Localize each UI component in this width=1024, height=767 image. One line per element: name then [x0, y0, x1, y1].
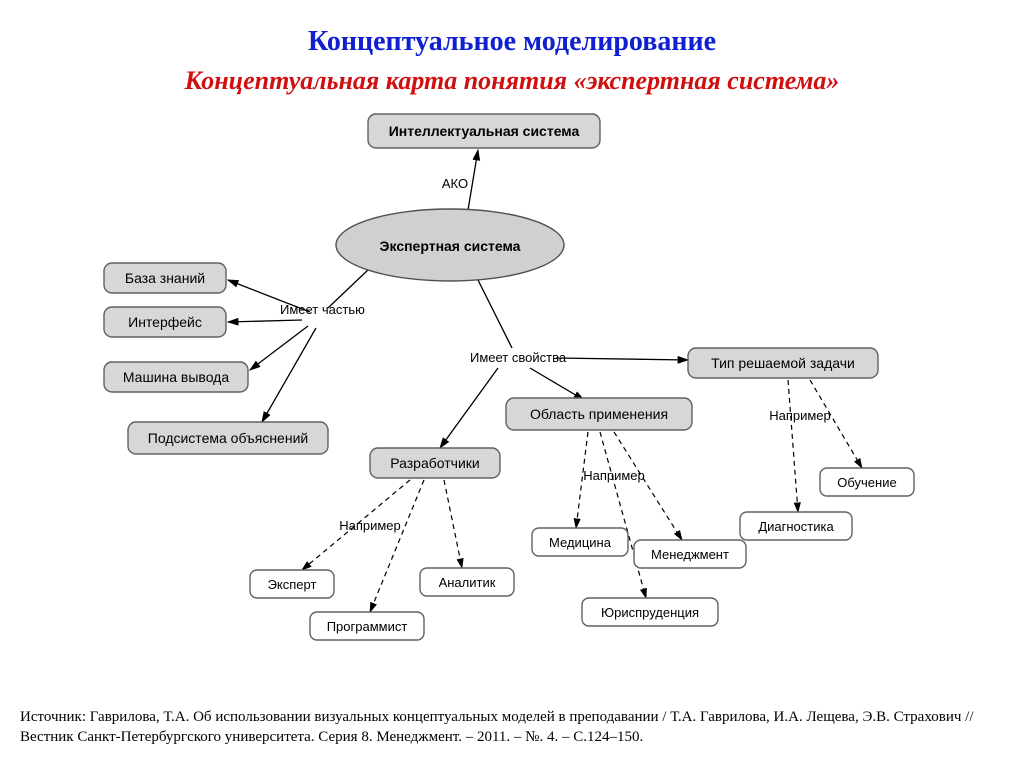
label-eg3: Например [769, 408, 831, 423]
edge-devs-prog [370, 480, 424, 612]
text-train: Обучение [837, 475, 896, 490]
edge-hasprop-task [556, 358, 688, 360]
text-intell: Интеллектуальная система [389, 123, 580, 139]
text-diag: Диагностика [758, 519, 834, 534]
label-hasprop: Имеет свойства [470, 350, 567, 365]
text-law: Юриспруденция [601, 605, 699, 620]
edge-task-diag [788, 380, 798, 512]
edge-haspart-engine [250, 326, 308, 370]
concept-map: АКО Имеет частью Имеет свойства Например… [0, 100, 1024, 700]
edge-hasprop-devs [440, 368, 498, 448]
text-domain: Область применения [530, 406, 668, 422]
text-analyst: Аналитик [439, 575, 496, 590]
edge-task-train [810, 380, 862, 468]
sub-title: Концептуальная карта понятия «экспертная… [0, 66, 1024, 96]
edge-ako [468, 150, 478, 210]
label-haspart: Имеет частью [280, 302, 365, 317]
text-iface: Интерфейс [128, 314, 202, 330]
text-expertp: Эксперт [268, 577, 317, 592]
text-prog: Программист [327, 619, 408, 634]
edge-expert-hasprop [478, 280, 512, 348]
main-title: Концептуальное моделирование [0, 26, 1024, 58]
text-task: Тип решаемой задачи [711, 355, 855, 371]
text-mgmt: Менеджмент [651, 547, 729, 562]
text-engine: Машина вывода [123, 369, 229, 385]
edge-domain-mgmt [614, 432, 682, 540]
edge-haspart-iface [228, 320, 302, 322]
text-med: Медицина [549, 535, 612, 550]
label-ako: АКО [442, 176, 468, 191]
text-expert: Экспертная система [380, 238, 521, 254]
edge-haspart-explain [262, 328, 316, 422]
edge-hasprop-domain [530, 368, 584, 400]
text-explain: Подсистема объяснений [148, 430, 308, 446]
edge-devs-analyst [444, 480, 462, 568]
label-eg2: Например [583, 468, 645, 483]
edge-domain-law [600, 432, 646, 598]
text-kb: База знаний [125, 270, 205, 286]
text-devs: Разработчики [390, 455, 479, 471]
source-citation: Источник: Гаврилова, Т.А. Об использован… [20, 708, 1004, 747]
label-eg1: Например [339, 518, 401, 533]
